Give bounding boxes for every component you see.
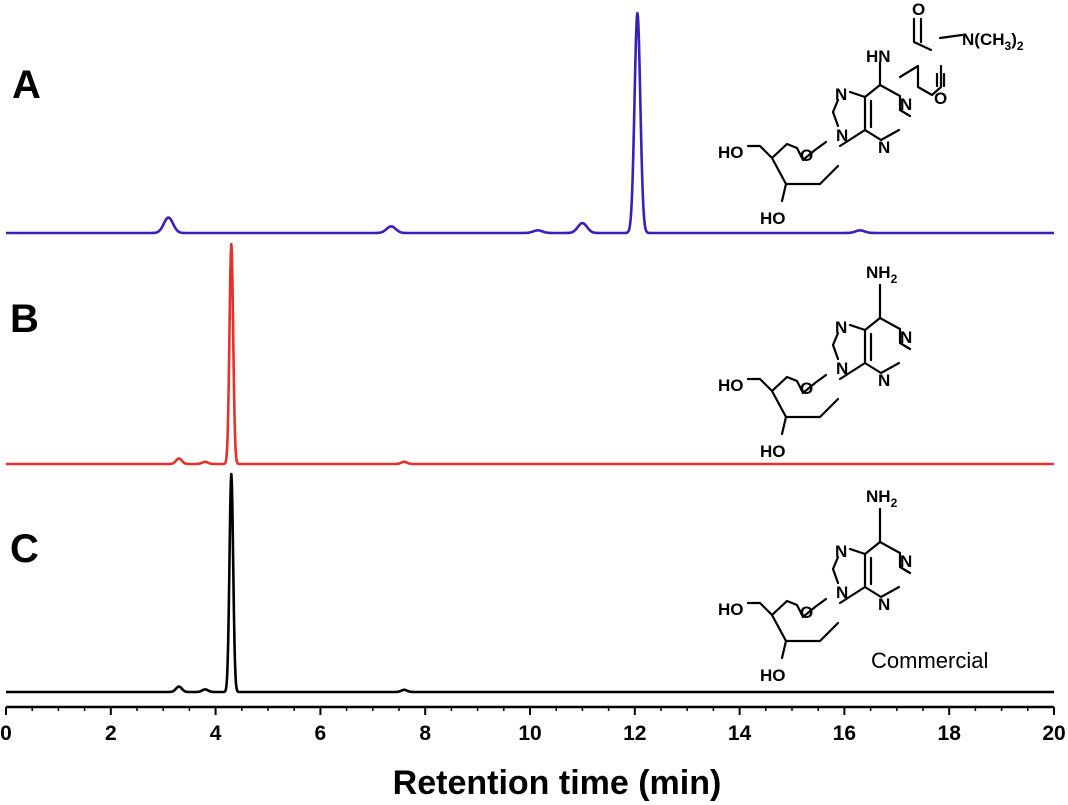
structure-c: NH2 N N N N O HO HO xyxy=(718,487,912,685)
structure-a-label-n3: N xyxy=(878,138,890,157)
structure-a-label-o-bottom: O xyxy=(934,89,947,108)
trace-group xyxy=(5,11,1055,694)
structure-c-label-n9: N xyxy=(836,583,848,602)
x-tick-label: 10 xyxy=(518,722,541,745)
structure-a-label-nme2: N(CH3)2 xyxy=(962,30,1024,53)
structure-b-label-n3: N xyxy=(878,371,890,390)
trace-a xyxy=(5,11,1055,235)
panel-letter-c: C xyxy=(10,527,39,571)
structure-a-label-n7: N xyxy=(835,85,847,104)
x-axis-title: Retention time (min) xyxy=(393,764,722,802)
structure-c-label-n1: N xyxy=(900,552,912,571)
structure-a-label-o-top: O xyxy=(912,0,925,19)
structure-a: O O HN N(CH3)2 N N N N O HO HO xyxy=(718,0,1024,228)
structure-c-label-n7: N xyxy=(835,542,847,561)
structure-b-label-n1: N xyxy=(900,328,912,347)
structure-c-label-ho3: HO xyxy=(760,666,786,685)
structure-b-label-ho3: HO xyxy=(760,442,786,461)
panel-letters: A B C xyxy=(10,63,41,571)
structure-c-label-n3: N xyxy=(878,595,890,614)
structure-c-label-nh2: NH2 xyxy=(866,487,898,510)
x-axis: 0 2 4 6 8 10 12 14 16 18 20 xyxy=(0,705,1066,745)
structure-b-label-n9: N xyxy=(836,359,848,378)
structure-b-label-ho5: HO xyxy=(718,376,744,395)
structure-c-label-ring-o: O xyxy=(800,603,813,622)
structure-b-label-nh2: NH2 xyxy=(866,263,898,286)
x-tick-label: 0 xyxy=(0,722,12,745)
panel-letter-b: B xyxy=(10,297,39,341)
x-tick-label: 6 xyxy=(315,722,327,745)
structure-a-label-n9: N xyxy=(836,126,848,145)
trace-b xyxy=(5,242,1055,466)
structure-a-label-n1: N xyxy=(900,95,912,114)
structure-b: NH2 N N N N O HO HO xyxy=(718,263,912,461)
structure-a-label-hn: HN xyxy=(866,47,891,66)
x-tick-label: 2 xyxy=(105,722,117,745)
x-tick-label: 20 xyxy=(1042,722,1065,745)
structure-b-label-n7: N xyxy=(835,318,847,337)
commercial-annotation: Commercial xyxy=(871,648,988,673)
x-tick-label: 16 xyxy=(833,722,856,745)
x-tick-label: 4 xyxy=(210,722,222,745)
x-tick-label: 12 xyxy=(623,722,646,745)
panel-letter-a: A xyxy=(12,63,41,107)
x-tick-label: 18 xyxy=(938,722,962,745)
structure-a-label-ho5: HO xyxy=(718,143,744,162)
x-tick-label: 14 xyxy=(728,722,752,745)
structure-a-label-ho3: HO xyxy=(760,209,786,228)
structure-a-label-ring-o: O xyxy=(800,146,813,165)
structure-c-label-ho5: HO xyxy=(718,600,744,619)
trace-c xyxy=(5,472,1055,694)
structure-b-label-ring-o: O xyxy=(800,379,813,398)
x-tick-label: 8 xyxy=(419,722,431,745)
